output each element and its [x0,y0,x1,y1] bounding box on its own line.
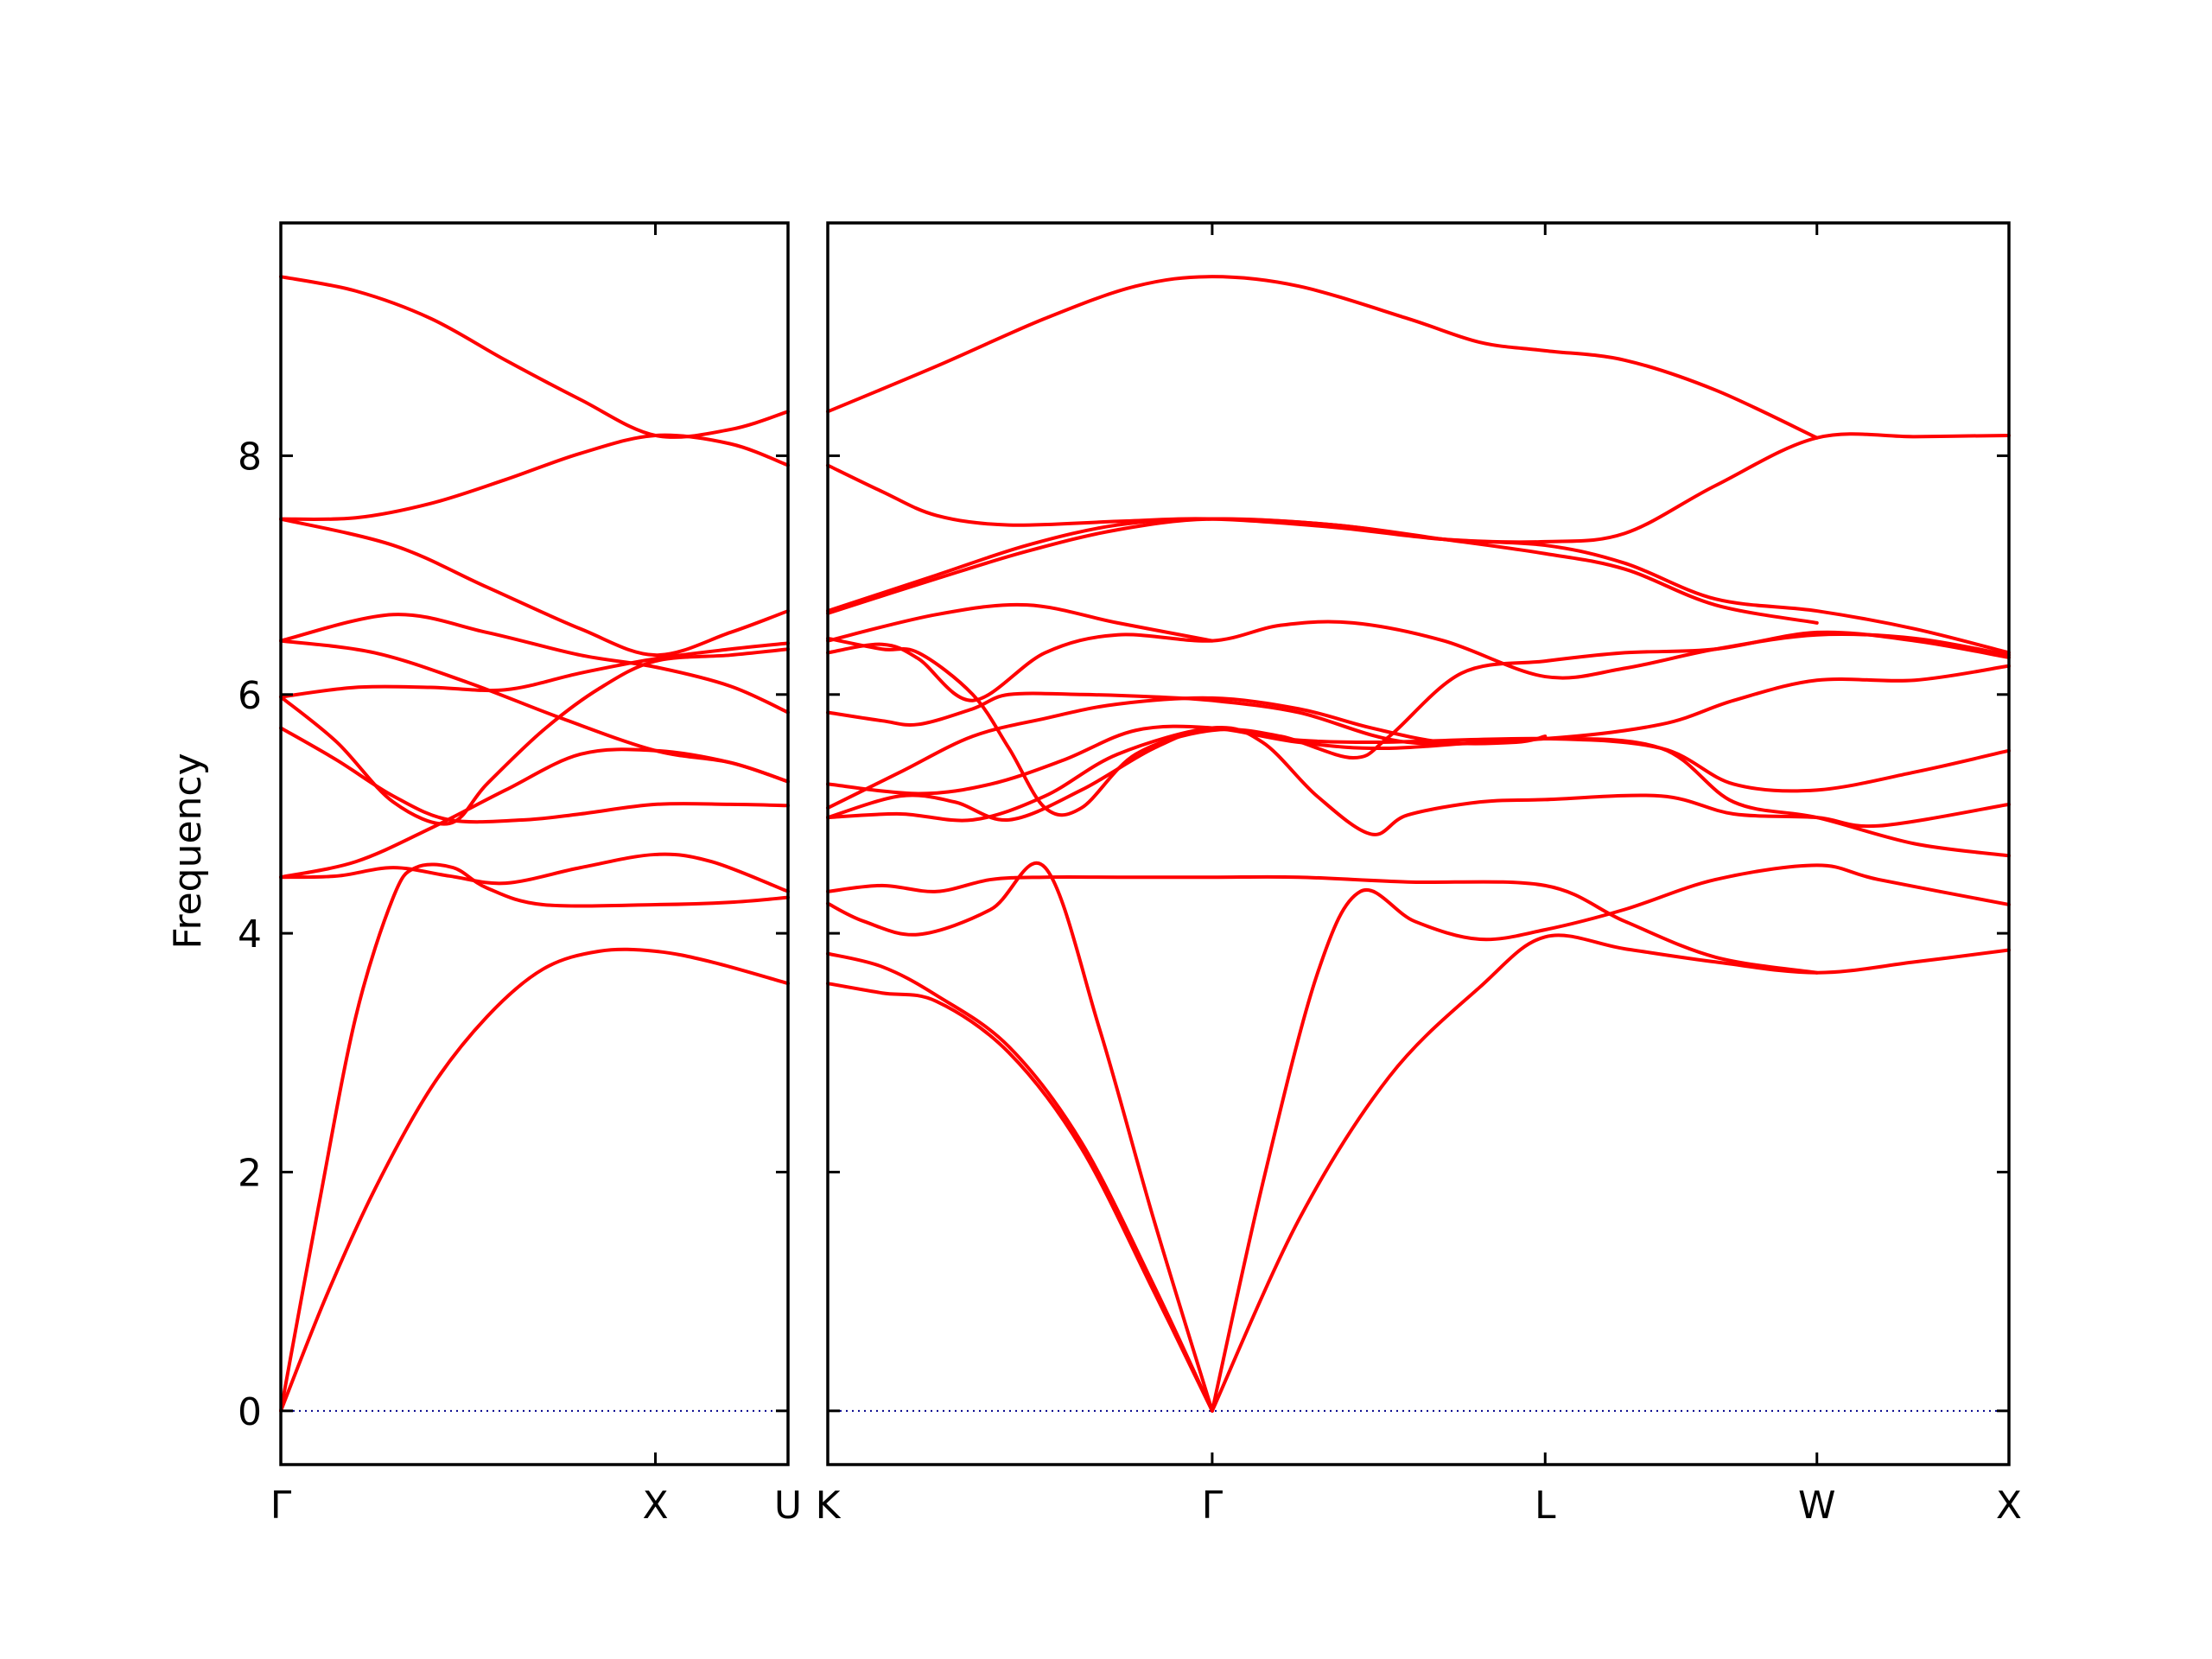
band-line-panel2-18 [826,275,1819,440]
band-line-panel1-8 [279,639,790,784]
band-line-panel1-11 [279,433,790,522]
band-line-panel2-3 [826,861,1214,1413]
band-line-panel2-4 [1210,863,2011,1413]
band-line-panel1-9 [279,613,790,715]
y-tick-label: 6 [238,674,262,718]
band-line-panel1-10 [279,517,790,658]
band-line-panel2-11 [826,696,1548,810]
x-tick-label: L [1535,1484,1556,1528]
band-line-panel1-1 [279,947,790,1413]
panel-1: Γ X U 0 2 4 6 8 [238,221,802,1528]
band-line-panel2-5 [1210,933,2011,1413]
band-line-panel2-17 [826,432,2011,544]
y-tick-label: 4 [238,912,262,957]
band-line-panel2-8 [826,726,2011,822]
band-line-panel2-16 [826,517,1819,625]
y-axis-label: Frequency [166,753,210,949]
band-line-panel2-9 [826,724,2011,858]
y-tick-label: 8 [238,435,262,479]
band-line-panel2-2 [826,951,1214,1413]
band-line-panel2-6 [826,874,1819,975]
band-line-panel1-5 [279,726,790,824]
band-line-panel2-7 [826,725,2011,836]
band-line-panel1-4 [279,747,790,880]
x-tick-label: X [642,1484,668,1528]
panel-frame [826,221,2011,1466]
band-line-panel2-1 [826,982,1214,1413]
x-tick-label: Γ [270,1484,292,1528]
band-line-panel2-13 [826,620,2011,702]
band-line-panel1-2 [279,862,790,1413]
x-tick-label: K [816,1484,842,1528]
band-line-panel1-3 [279,852,790,893]
band-line-panel2-14 [826,602,1214,643]
band-line-panel1-12 [279,275,790,439]
x-tick-label: U [774,1484,802,1528]
band-line-panel1-6 [279,647,790,826]
x-tick-label: Γ [1202,1484,1224,1528]
y-tick-label: 2 [238,1151,262,1195]
panel-frame [279,221,790,1466]
y-tick-label: 0 [238,1390,262,1434]
band-line-panel1-7 [279,641,790,699]
band-line-panel2-10 [826,664,2011,747]
x-tick-label: W [1798,1484,1836,1528]
x-tick-label: X [1996,1484,2022,1528]
